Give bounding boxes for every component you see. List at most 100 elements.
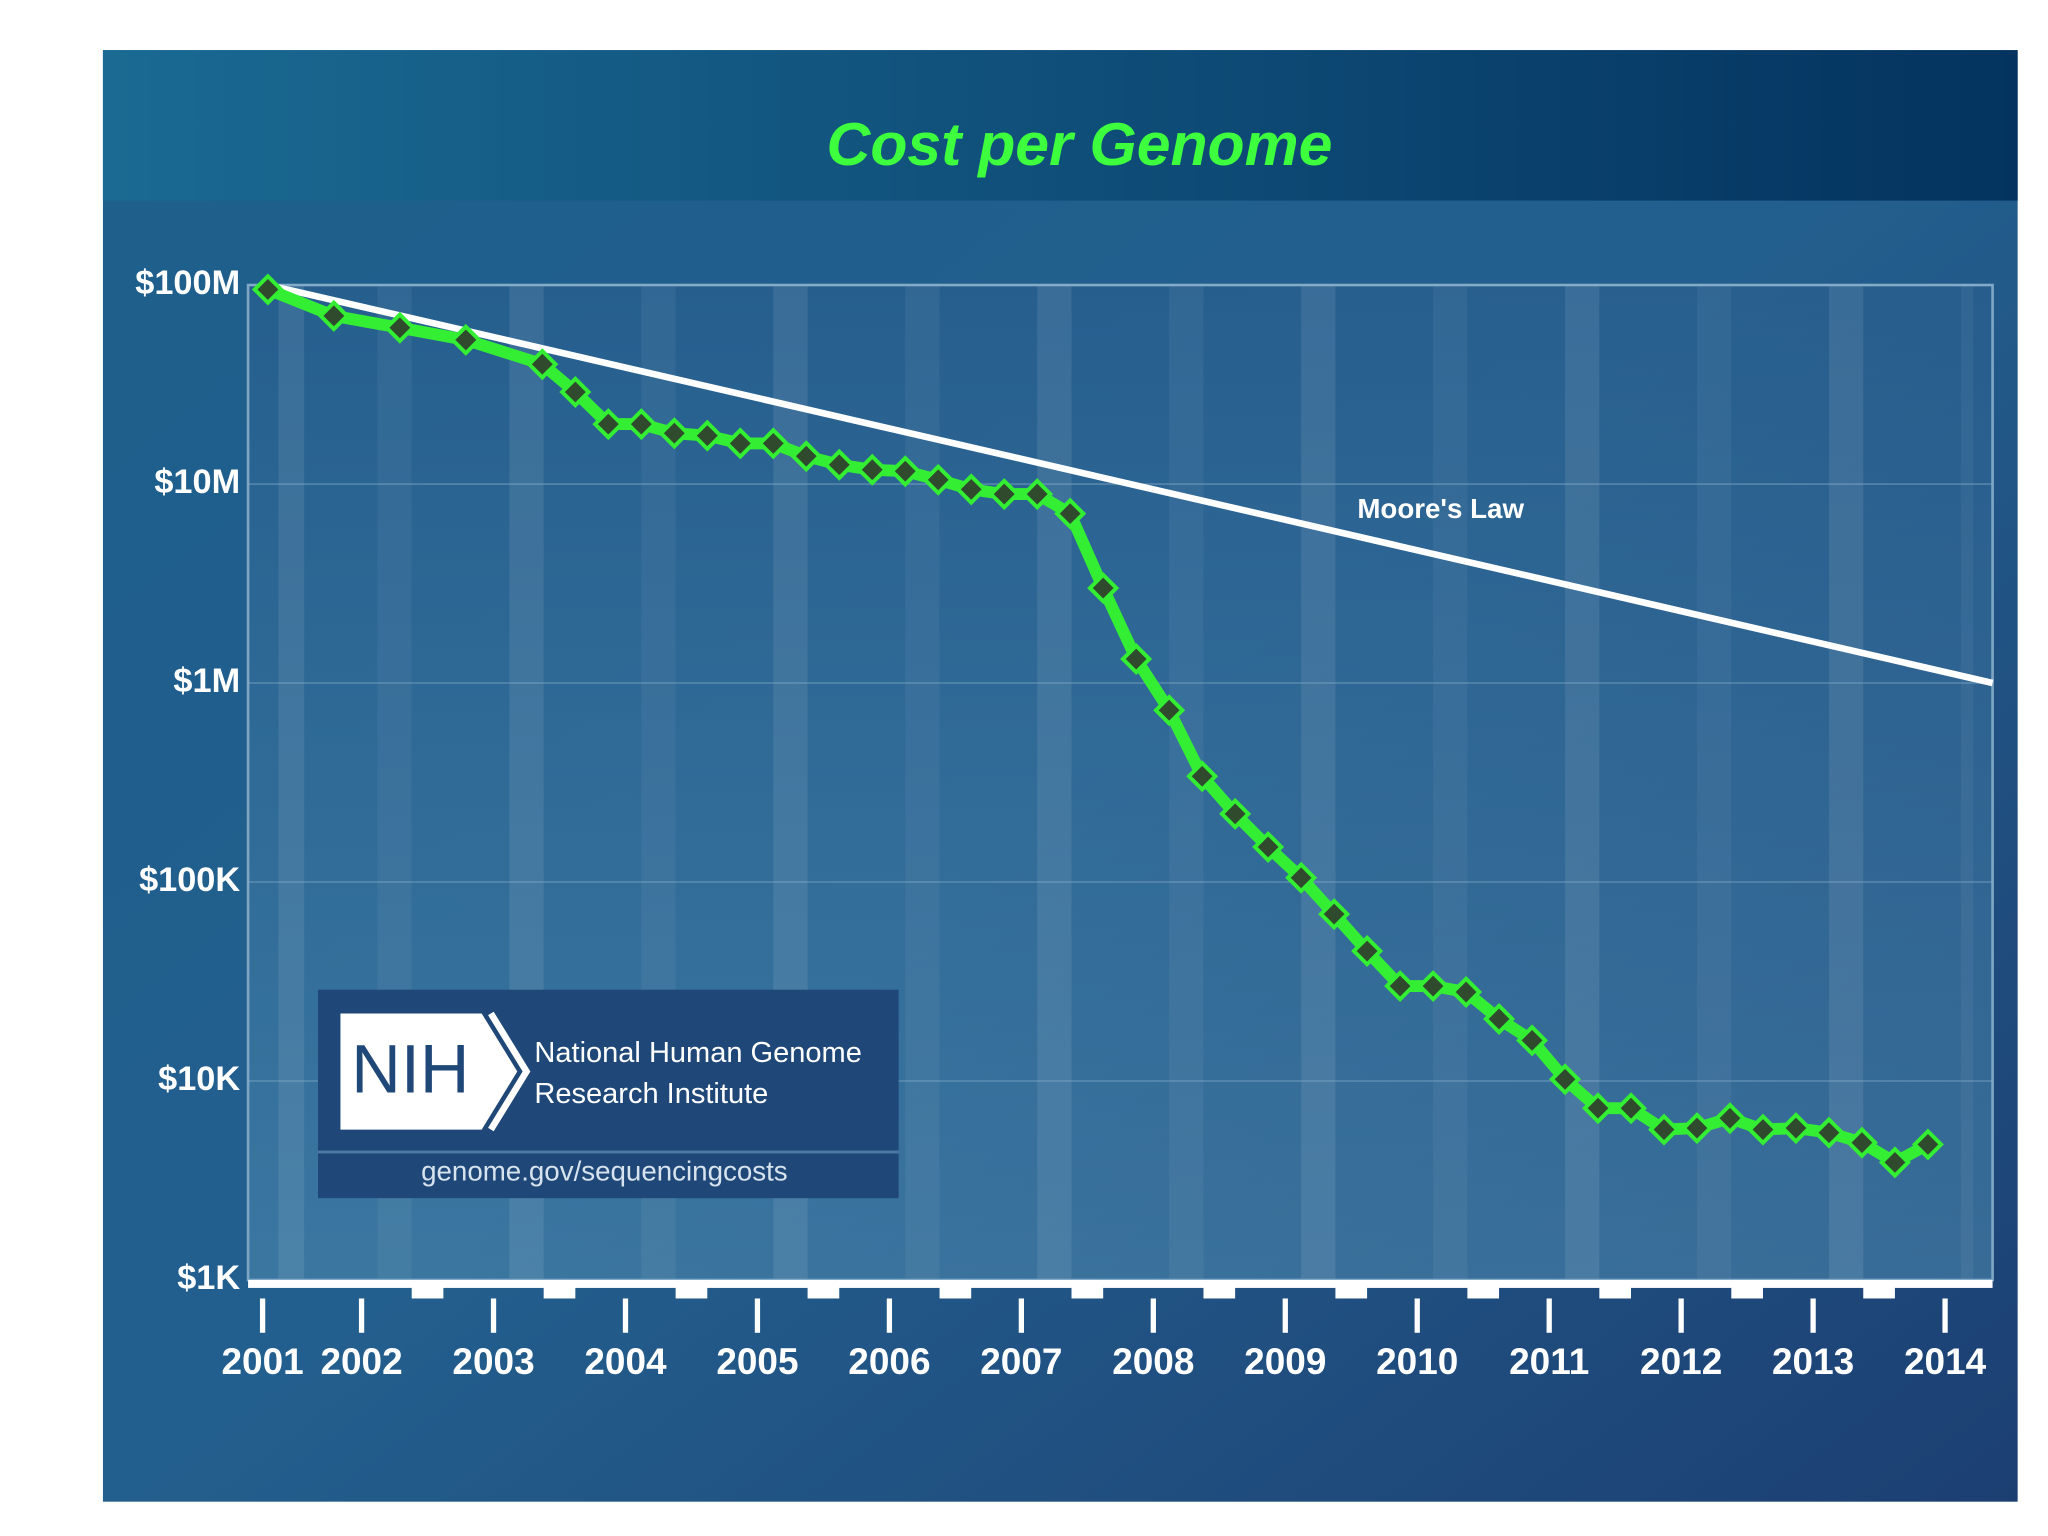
data-point — [1812, 1116, 1845, 1149]
x-tick-label: 2002 — [320, 1341, 402, 1382]
x-axis-segment — [675, 1280, 708, 1299]
stripe — [1037, 286, 1072, 1279]
data-point — [691, 419, 724, 452]
x-tick-label: 2001 — [222, 1341, 304, 1382]
data-point — [383, 311, 416, 344]
data-point — [1351, 935, 1384, 968]
data-point — [1746, 1113, 1779, 1146]
x-tick-label: 2007 — [980, 1341, 1062, 1382]
y-tick-label: $10K — [158, 1060, 240, 1098]
x-tick-label: 2014 — [1904, 1341, 1987, 1382]
y-tick-label: $1K — [177, 1259, 240, 1297]
data-point — [955, 473, 988, 506]
logo-mark: NIH — [351, 1030, 469, 1107]
x-tick-label: 2005 — [716, 1341, 798, 1382]
data-point — [724, 427, 757, 460]
data-point — [1054, 497, 1087, 530]
data-point — [1779, 1112, 1812, 1145]
x-axis-segment — [1203, 1280, 1236, 1299]
data-point — [1219, 797, 1252, 830]
logo-chevron — [488, 1011, 531, 1132]
stripe — [1565, 286, 1600, 1279]
y-tick-label: $100M — [135, 264, 240, 302]
data-point — [1318, 898, 1351, 931]
stripe — [905, 286, 940, 1279]
data-point — [1021, 478, 1054, 511]
logo-url: genome.gov/sequencingcosts — [421, 1155, 788, 1186]
data-point — [592, 408, 625, 441]
data-point — [1615, 1092, 1648, 1125]
data-point — [1384, 970, 1417, 1003]
data-point — [1845, 1126, 1878, 1159]
x-axis-segment — [1863, 1280, 1895, 1299]
data-point — [625, 408, 658, 441]
data-point — [1878, 1146, 1911, 1179]
data-point — [1450, 976, 1483, 1009]
x-axis-segment — [411, 1280, 444, 1299]
x-tick-label: 2006 — [848, 1341, 930, 1382]
data-point — [1648, 1113, 1680, 1146]
stripe — [1433, 286, 1468, 1279]
chart-layer: $100M $10M $1M $100K $10K $1K 2001 2002 2003 2004… — [135, 264, 1994, 1382]
data-point — [658, 417, 691, 450]
x-tick-label: 2004 — [584, 1341, 667, 1382]
logo-badge — [340, 1013, 518, 1130]
data-point — [526, 348, 559, 381]
logo: NIH National Human Genome Research Insti… — [318, 989, 899, 1199]
data-point — [449, 323, 482, 356]
x-tick-label: 2012 — [1640, 1341, 1722, 1382]
data-point — [823, 448, 856, 481]
data-point — [757, 427, 790, 460]
data-point — [1516, 1024, 1549, 1057]
x-tick-label: 2013 — [1772, 1341, 1854, 1382]
data-point — [856, 453, 889, 486]
stripe — [1301, 286, 1336, 1279]
x-tick-label: 2011 — [1509, 1341, 1589, 1382]
data-point — [1483, 1002, 1516, 1035]
x-axis-segment — [1599, 1280, 1632, 1299]
data-point — [1582, 1092, 1615, 1125]
title-band — [102, 50, 2018, 201]
data-point — [1252, 830, 1285, 863]
data-point — [1417, 970, 1450, 1003]
data-point — [1087, 572, 1120, 605]
data-point — [1549, 1063, 1582, 1096]
series-label: Moore's Law — [1357, 493, 1524, 524]
data-point — [1680, 1112, 1713, 1145]
data-point — [251, 273, 284, 306]
x-axis-segment — [1731, 1280, 1763, 1299]
logo-line: Research Institute — [534, 1078, 768, 1110]
x-tick-label: 2003 — [452, 1341, 534, 1382]
data-point — [889, 455, 922, 488]
x-tick-label: 2009 — [1244, 1341, 1326, 1382]
data-point — [922, 463, 955, 496]
stripe — [1960, 286, 1974, 1279]
data-point — [988, 478, 1021, 511]
data-point — [1911, 1128, 1944, 1161]
stripe — [1828, 286, 1864, 1279]
data-point — [1120, 643, 1153, 676]
data-point — [1285, 861, 1318, 894]
x-axis-segment — [939, 1280, 972, 1299]
chart-title: Cost per Genome — [827, 110, 1333, 178]
y-tick-label: $1M — [173, 662, 240, 700]
data-point — [1153, 694, 1186, 727]
x-axis-segment — [1467, 1280, 1500, 1299]
y-tick-label: $10M — [154, 463, 240, 501]
x-axis-segment — [807, 1280, 840, 1299]
data-point — [1186, 760, 1219, 793]
x-axis-bar — [248, 1280, 1993, 1288]
x-axis-segment — [1071, 1280, 1104, 1299]
x-tick-label: 2008 — [1112, 1341, 1194, 1382]
stripe — [278, 286, 305, 1279]
x-axis-segment — [1335, 1280, 1368, 1299]
x-tick-label: 2010 — [1376, 1341, 1458, 1382]
x-axis-segment — [543, 1280, 576, 1299]
data-point — [317, 299, 350, 332]
y-tick-label: $100K — [139, 861, 240, 899]
data-point — [559, 376, 592, 409]
trend-line — [267, 281, 1994, 687]
data-point — [1713, 1102, 1746, 1135]
